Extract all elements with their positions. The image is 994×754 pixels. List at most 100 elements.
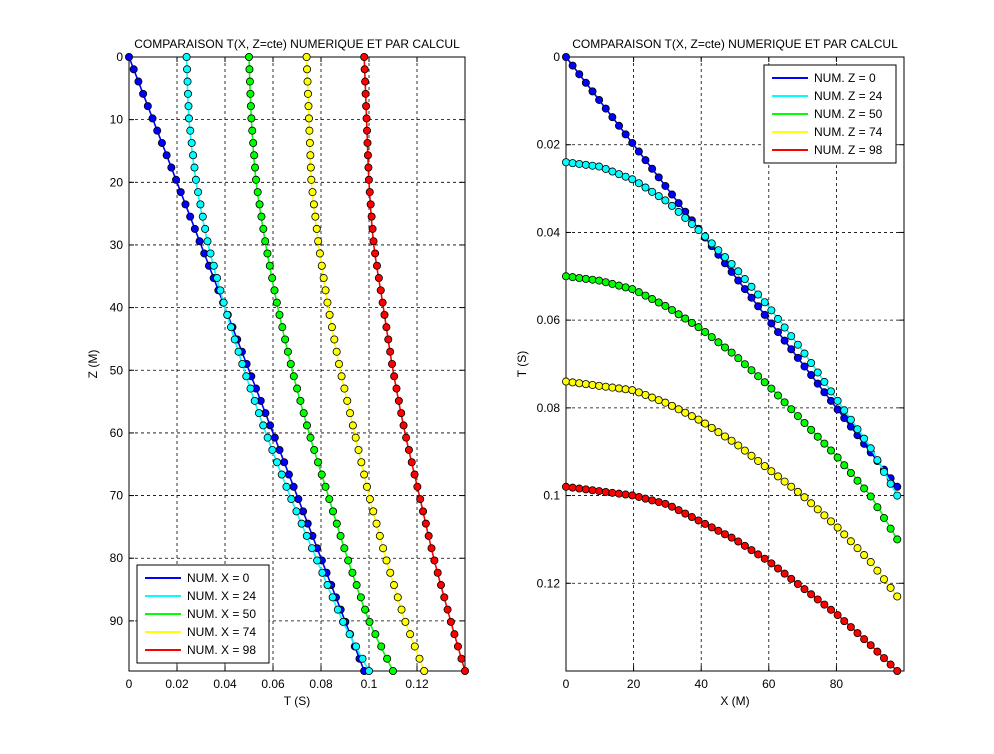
series-marker-3 xyxy=(575,379,584,388)
series-marker-4 xyxy=(436,581,445,590)
series-marker-0 xyxy=(747,293,756,302)
series-marker-4 xyxy=(866,641,875,650)
series-marker-4 xyxy=(687,513,696,522)
series-marker-1 xyxy=(588,161,597,170)
series-marker-2 xyxy=(270,286,279,295)
series-marker-1 xyxy=(727,260,736,269)
series-marker-4 xyxy=(384,335,393,344)
legend-label: NUM. X = 24 xyxy=(187,589,256,603)
series-marker-2 xyxy=(780,398,789,407)
series-marker-0 xyxy=(195,237,204,246)
series-marker-1 xyxy=(754,290,763,299)
series-marker-0 xyxy=(167,163,176,172)
series-marker-2 xyxy=(245,77,254,86)
series-marker-1 xyxy=(184,89,193,98)
y-tick-label: 0.08 xyxy=(537,401,561,415)
series-marker-3 xyxy=(833,523,842,532)
series-marker-2 xyxy=(352,581,361,590)
series-marker-4 xyxy=(427,544,436,553)
series-marker-1 xyxy=(201,224,210,233)
series-marker-4 xyxy=(873,647,882,656)
series-marker-2 xyxy=(310,445,319,454)
series-marker-4 xyxy=(362,102,371,111)
series-marker-1 xyxy=(886,479,895,488)
series-marker-1 xyxy=(186,126,195,135)
series-marker-4 xyxy=(366,200,375,209)
series-marker-3 xyxy=(701,419,710,428)
series-marker-1 xyxy=(234,347,243,356)
series-marker-1 xyxy=(621,172,630,181)
series-marker-3 xyxy=(780,477,789,486)
series-marker-4 xyxy=(419,507,428,516)
series-marker-1 xyxy=(333,605,342,614)
series-marker-0 xyxy=(568,61,577,70)
series-marker-3 xyxy=(668,401,677,410)
series-marker-4 xyxy=(360,65,369,74)
series-marker-0 xyxy=(172,175,181,184)
series-marker-3 xyxy=(608,383,617,392)
series-marker-2 xyxy=(293,384,302,393)
series-marker-3 xyxy=(740,446,749,455)
series-marker-2 xyxy=(257,212,266,221)
series-marker-1 xyxy=(318,568,327,577)
series-marker-3 xyxy=(379,544,388,553)
series-marker-4 xyxy=(621,490,630,499)
series-marker-3 xyxy=(846,537,855,546)
series-marker-1 xyxy=(820,377,829,386)
series-marker-1 xyxy=(339,617,348,626)
x-tick-label: 0.08 xyxy=(309,677,333,691)
series-marker-2 xyxy=(674,310,683,319)
series-marker-2 xyxy=(767,384,776,393)
series-marker-4 xyxy=(615,489,624,498)
y-tick-label: 40 xyxy=(110,301,124,315)
series-marker-0 xyxy=(793,353,802,362)
series-marker-1 xyxy=(345,630,354,639)
series-marker-2 xyxy=(299,409,308,418)
series-marker-2 xyxy=(727,348,736,357)
series-marker-1 xyxy=(230,335,239,344)
series-marker-3 xyxy=(306,151,315,160)
series-marker-4 xyxy=(453,642,462,651)
series-marker-2 xyxy=(694,323,703,332)
series-marker-4 xyxy=(601,487,610,496)
series-marker-1 xyxy=(701,232,710,241)
series-marker-2 xyxy=(588,275,597,284)
series-marker-1 xyxy=(866,444,875,453)
series-marker-2 xyxy=(562,272,571,281)
series-marker-2 xyxy=(344,556,353,565)
series-marker-4 xyxy=(392,384,401,393)
series-marker-1 xyxy=(184,114,193,123)
series-marker-2 xyxy=(813,432,822,441)
series-marker-3 xyxy=(628,386,637,395)
series-marker-0 xyxy=(734,276,743,285)
series-marker-3 xyxy=(787,482,796,491)
series-marker-1 xyxy=(734,267,743,276)
series-marker-1 xyxy=(302,531,311,540)
series-marker-4 xyxy=(727,533,736,542)
series-marker-2 xyxy=(641,291,650,300)
series-marker-4 xyxy=(363,151,372,160)
series-marker-4 xyxy=(846,623,855,632)
series-marker-2 xyxy=(681,314,690,323)
series-marker-4 xyxy=(413,482,422,491)
series-marker-3 xyxy=(727,436,736,445)
series-marker-3 xyxy=(747,451,756,460)
series-marker-1 xyxy=(287,495,296,504)
chart-title: COMPARAISON T(X, Z=cte) NUMERIQUE ET PAR… xyxy=(134,37,460,51)
series-marker-0 xyxy=(176,188,185,197)
series-marker-4 xyxy=(363,138,372,147)
x-axis-label: T (S) xyxy=(284,694,310,708)
series-marker-1 xyxy=(182,53,191,62)
series-marker-2 xyxy=(846,468,855,477)
series-marker-1 xyxy=(203,237,212,246)
series-marker-2 xyxy=(687,318,696,327)
y-axis-label: Z (M) xyxy=(86,350,100,379)
series-marker-1 xyxy=(615,170,624,179)
series-marker-4 xyxy=(634,492,643,501)
series-marker-4 xyxy=(386,347,395,356)
series-marker-2 xyxy=(601,278,610,287)
series-marker-3 xyxy=(312,224,321,233)
y-tick-label: 0 xyxy=(116,50,123,64)
series-marker-1 xyxy=(694,225,703,234)
series-marker-4 xyxy=(399,421,408,430)
